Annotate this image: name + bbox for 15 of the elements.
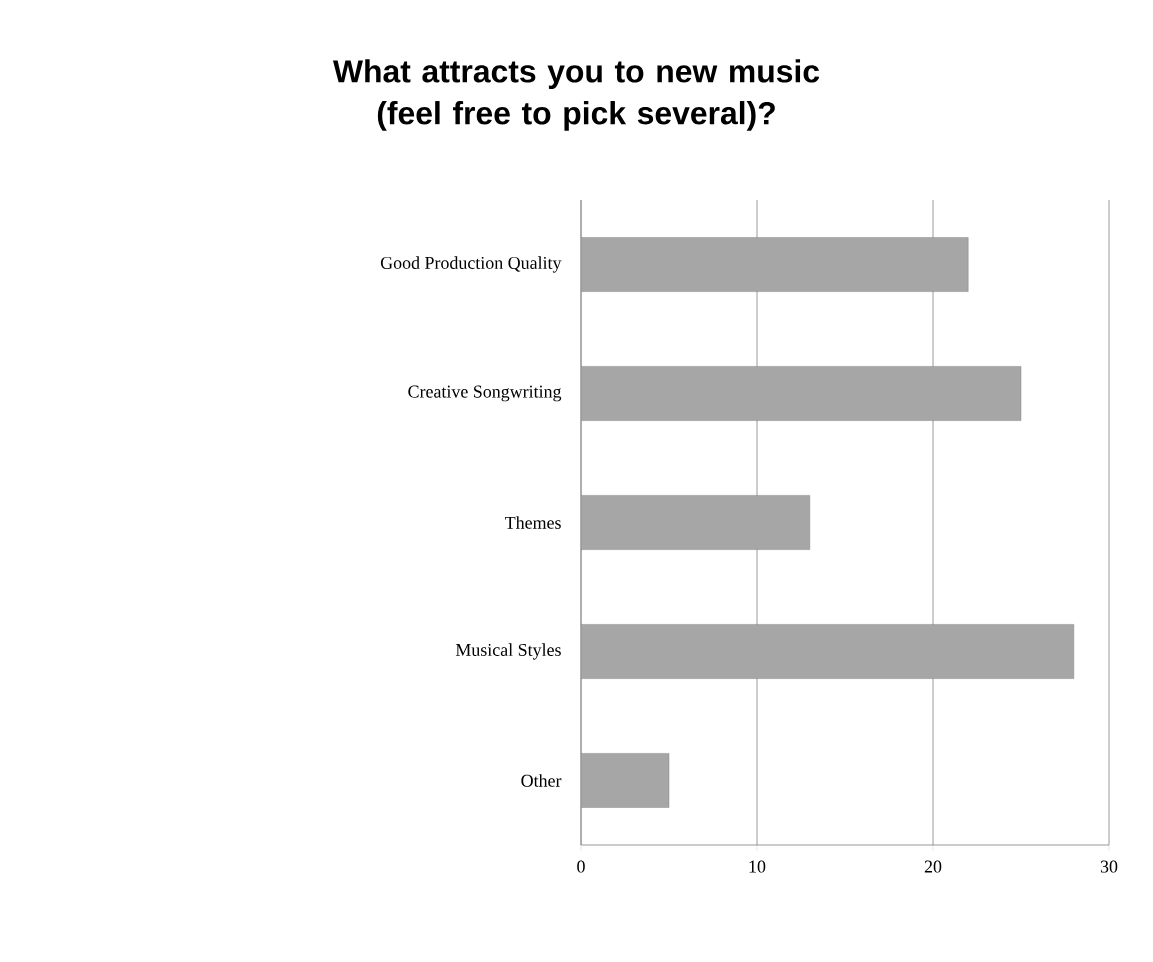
x-tick-label: 30 — [1100, 860, 1118, 873]
x-tick-label: 10 — [749, 860, 766, 873]
bar — [581, 753, 670, 808]
bar — [581, 237, 969, 292]
y-tick-label: Creative Songwriting — [408, 385, 562, 402]
y-tick-label: Musical Styles — [455, 643, 561, 660]
y-tick-label: Themes — [505, 516, 561, 529]
chart-title: What attracts you to new music (feel free to pick several)? — [332, 59, 820, 131]
x-tick-label: 20 — [924, 860, 942, 873]
y-tick-label: Good Production Quality — [380, 256, 562, 273]
y-tick-label: Other — [521, 774, 562, 787]
bar — [581, 366, 1022, 421]
bar — [581, 495, 811, 550]
x-tick-label: 0 — [577, 860, 585, 873]
bar — [581, 624, 1075, 679]
